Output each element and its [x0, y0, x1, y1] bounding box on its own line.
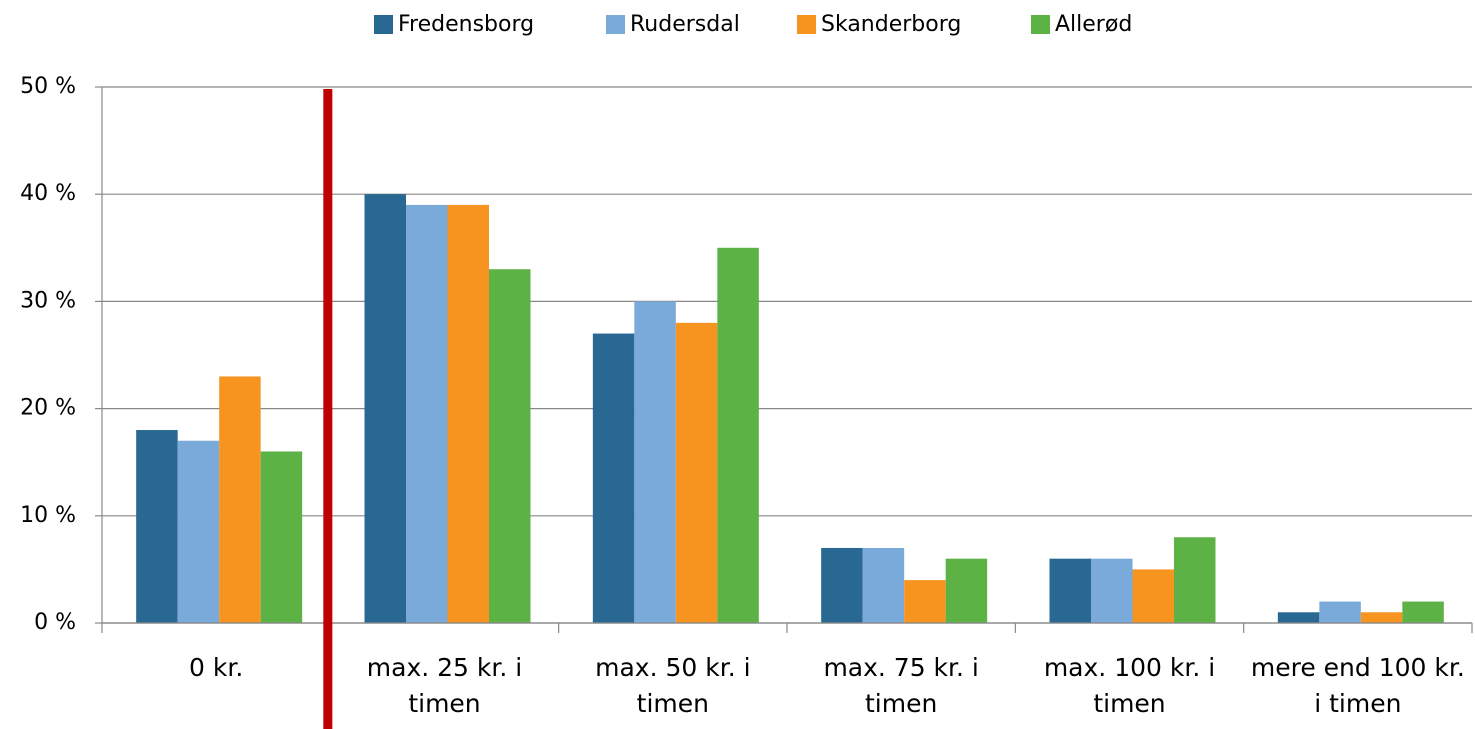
- bar: [862, 547, 905, 623]
- bar: [1319, 601, 1361, 623]
- bar: [1049, 558, 1091, 623]
- legend-swatch: [1031, 15, 1050, 34]
- bar: [634, 301, 676, 623]
- x-tick-label: max. 100 kr. i timen: [1043, 653, 1216, 718]
- bar: [592, 333, 635, 623]
- bar: [675, 322, 718, 623]
- bar: [489, 269, 531, 623]
- bar: [406, 204, 448, 624]
- bar: [1402, 601, 1444, 623]
- x-tick-label: mere end 100 kr. i timen: [1250, 653, 1465, 718]
- y-tick-label: 30 %: [20, 288, 76, 313]
- divider-line: [323, 89, 333, 729]
- bar: [177, 440, 220, 623]
- legend-label: Skanderborg: [821, 12, 961, 37]
- y-tick-label: 50 %: [20, 74, 76, 99]
- legend-label: Fredensborg: [398, 12, 534, 37]
- x-tick-label: max. 25 kr. i timen: [366, 653, 523, 718]
- bar: [717, 247, 759, 624]
- legend-label: Allerød: [1055, 12, 1132, 37]
- bar: [219, 376, 261, 623]
- bar: [1360, 612, 1403, 623]
- bar: [447, 204, 489, 624]
- y-tick-label: 10 %: [20, 503, 76, 528]
- legend-swatch: [374, 15, 393, 34]
- bar: [904, 580, 946, 623]
- y-tick-label: 40 %: [20, 181, 76, 206]
- legend-swatch: [606, 15, 625, 34]
- bar: [1174, 537, 1216, 623]
- bar: [260, 451, 303, 623]
- y-tick-label: 20 %: [20, 396, 76, 421]
- x-tick-label: max. 75 kr. i timen: [823, 653, 979, 718]
- bar: [1132, 569, 1174, 623]
- x-tick-label: 0 kr.: [189, 653, 244, 682]
- bar: [364, 194, 406, 623]
- bar: [136, 430, 178, 623]
- legend-label: Rudersdal: [630, 12, 740, 37]
- y-tick-label: 0 %: [34, 610, 76, 635]
- bar: [945, 558, 988, 623]
- legend-swatch: [797, 15, 816, 34]
- bar: [1091, 558, 1133, 623]
- x-tick-label: max. 50 kr. i timen: [595, 653, 751, 718]
- bar: [1277, 612, 1320, 623]
- bar: [821, 547, 863, 623]
